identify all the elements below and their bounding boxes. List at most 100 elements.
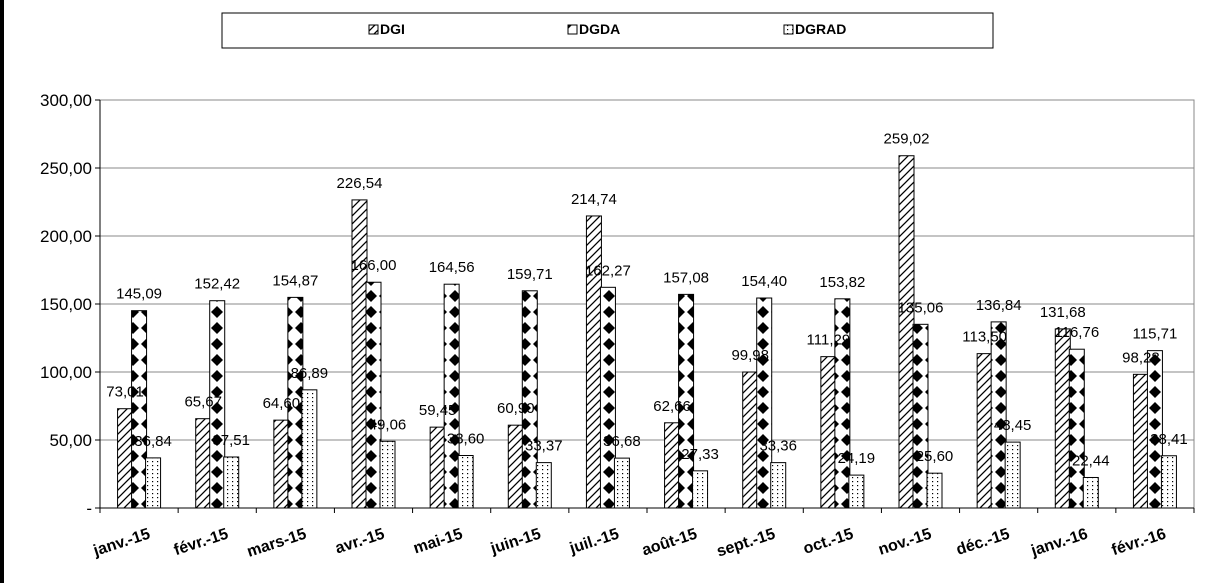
y-tick-label: 150,00: [40, 295, 92, 314]
data-label-dgda: 115,71: [1133, 326, 1178, 343]
bar-dgi: [976, 353, 993, 509]
bar-dgi: [195, 418, 212, 509]
data-label-dgrad: 25,60: [916, 448, 954, 465]
bar-dgda: [599, 286, 616, 509]
bar-dgda: [912, 323, 929, 509]
data-label-dgda: 157,08: [663, 269, 709, 286]
y-tick-label: 250,00: [40, 159, 92, 178]
y-axis-ticks: - 50,00 100,00 150,00 200,00 250,00 300,00: [40, 91, 100, 518]
bar-dgrad: [1004, 441, 1021, 509]
bar-dgrad: [613, 457, 630, 509]
data-label-dgda: 159,71: [507, 266, 553, 283]
x-tick-label: févr.-15: [172, 526, 231, 560]
legend-item-dgda: DGDA: [567, 21, 620, 37]
x-tick-label: janv.-15: [91, 526, 153, 561]
bar-dgrad: [301, 389, 318, 509]
bar-dgi: [429, 426, 446, 509]
legend-label-dgrad: DGRAD: [795, 21, 846, 37]
data-labels: 73,01 65,67 64,60 226,54 59,45 60,90 214,74 62,…: [106, 131, 1187, 470]
x-tick-label: mai-15: [411, 526, 465, 558]
legend-label-dgda: DGDA: [579, 21, 620, 37]
data-label-dgrad: 37,51: [212, 432, 250, 449]
bar-dgda: [131, 310, 148, 509]
bar-dgrad: [926, 472, 943, 509]
data-label-dgda: 166,00: [351, 257, 397, 274]
data-label-dgrad: 33,37: [525, 438, 563, 455]
data-label-dgi: 98,28: [1122, 349, 1160, 366]
bar-dgi: [1054, 328, 1071, 509]
y-tick-label: -: [86, 499, 92, 518]
x-tick-label: août-15: [640, 526, 699, 560]
bar-dgi: [351, 199, 368, 509]
bar-dgi: [1132, 373, 1149, 509]
bar-dgi: [585, 215, 602, 509]
data-label-dgi: 65,67: [184, 394, 222, 411]
x-tick-label: mars-15: [245, 526, 309, 561]
y-tick-label: 50,00: [49, 431, 92, 450]
legend-label-dgi: DGI: [380, 21, 405, 37]
data-label-dgrad: 36,84: [134, 433, 172, 450]
data-label-dgda: 153,82: [819, 274, 865, 291]
legend-swatch-dgi: [368, 24, 379, 35]
x-tick-label: déc.-15: [954, 526, 1012, 559]
legend-item-dgi: DGI: [368, 21, 405, 37]
bar-dgrad: [1082, 476, 1099, 509]
data-label-dgi: 131,68: [1040, 304, 1086, 321]
bar-dgda: [834, 298, 851, 509]
bar-dgda: [443, 283, 460, 509]
legend-swatch-dgrad: [783, 24, 794, 35]
legend-item-dgrad: DGRAD: [783, 21, 846, 37]
data-label-dgrad: 86,89: [291, 365, 329, 382]
data-label-dgda: 154,40: [741, 273, 787, 290]
y-tick-label: 300,00: [40, 91, 92, 110]
x-tick-label: févr.-16: [1110, 526, 1169, 560]
bars: [117, 155, 1177, 509]
y-tick-label: 200,00: [40, 227, 92, 246]
x-axis-ticks: janv.-15 févr.-15 mars-15 avr.-15 mai-15 juin…: [91, 508, 1195, 561]
data-label-dgrad: 38,41: [1150, 431, 1188, 448]
bar-dgrad: [535, 462, 552, 509]
data-label-dgi: 214,74: [571, 191, 617, 208]
data-label-dgrad: 24,19: [838, 450, 876, 467]
bar-dgi: [273, 419, 290, 509]
data-label-dgrad: 27,33: [681, 446, 719, 463]
bar-dgda: [1068, 348, 1085, 509]
bar-dgrad: [457, 455, 474, 509]
data-label-dgda: 154,87: [272, 272, 318, 289]
bar-dgrad: [770, 462, 787, 509]
bar-dgrad: [1160, 455, 1177, 509]
data-label-dgi: 62,66: [653, 398, 691, 415]
data-label-dgi: 60,90: [497, 400, 535, 417]
data-label-dgda: 145,09: [116, 286, 162, 303]
data-label-dgda: 136,84: [976, 297, 1022, 314]
data-label-dgi: 111,29: [807, 332, 851, 349]
bar-dgi: [664, 422, 681, 509]
bar-dgrad: [848, 474, 865, 509]
bar-dgrad: [379, 440, 396, 509]
bar-dgrad: [223, 456, 240, 509]
data-label-dgrad: 49,06: [369, 416, 407, 433]
x-tick-label: juil.-15: [567, 526, 622, 558]
bar-dgi: [742, 371, 759, 509]
legend-swatch-dgda: [567, 24, 578, 35]
gridlines: [100, 99, 1194, 441]
x-tick-label: juin-15: [488, 526, 543, 558]
data-label-dgrad: 36,68: [603, 433, 641, 450]
bar-dgi: [507, 424, 524, 509]
data-label-dgda: 152,42: [194, 276, 240, 293]
y-tick-label: 100,00: [40, 363, 92, 382]
bar-dgrad: [145, 457, 162, 509]
bar-dgda: [990, 321, 1007, 509]
data-label-dgi: 64,60: [263, 395, 301, 412]
data-label-dgi: 226,54: [337, 175, 383, 192]
data-label-dgrad: 48,45: [994, 417, 1032, 434]
data-label-dgi: 99,98: [731, 347, 769, 364]
data-label-dgda: 135,06: [898, 299, 944, 316]
data-label-dgi: 113,50: [962, 329, 1007, 346]
bar-dgi: [117, 408, 134, 509]
legend: DGI DGDA DGRAD: [221, 12, 994, 49]
data-label-dgi: 59,45: [419, 402, 457, 419]
data-label-dgi: 73,01: [106, 384, 144, 401]
x-tick-label: nov.-15: [876, 526, 933, 559]
